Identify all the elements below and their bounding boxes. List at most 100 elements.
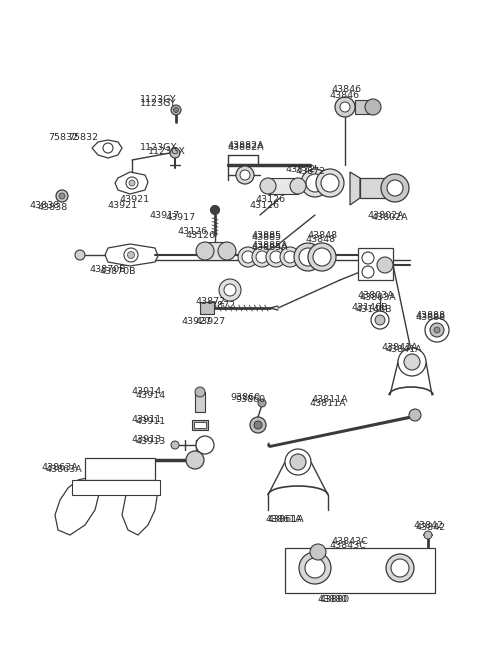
Circle shape [218,242,236,260]
Circle shape [256,251,268,263]
Text: 43802A: 43802A [368,210,405,219]
Bar [205,242,227,260]
Circle shape [430,323,444,337]
Circle shape [240,170,250,180]
Circle shape [124,248,138,262]
Text: 43811A: 43811A [310,398,347,407]
Text: 43843C: 43843C [330,540,367,550]
Circle shape [365,99,381,115]
Text: 43803A: 43803A [360,293,397,303]
Text: 43126: 43126 [178,227,208,236]
Bar [195,392,205,412]
Circle shape [56,190,68,202]
Bar [268,178,298,194]
Text: 43880: 43880 [318,595,348,605]
Text: 43911: 43911 [132,415,162,424]
Text: 1123GY: 1123GY [140,96,177,105]
Text: 75832: 75832 [48,134,78,143]
Text: 43872: 43872 [195,297,225,307]
Circle shape [387,180,403,196]
Circle shape [377,257,393,273]
Text: 43870B: 43870B [100,267,136,276]
Circle shape [285,449,311,475]
Text: 43848: 43848 [308,231,338,240]
Circle shape [335,97,355,117]
Circle shape [59,193,65,199]
Circle shape [371,311,389,329]
Text: 43126: 43126 [185,231,215,240]
Text: 43913: 43913 [135,438,165,447]
Circle shape [310,544,326,560]
Text: 43870B: 43870B [90,265,127,274]
Text: 43848: 43848 [305,236,335,244]
Circle shape [362,266,374,278]
Circle shape [219,279,241,301]
Circle shape [316,169,344,197]
Circle shape [238,247,258,267]
Text: 43888: 43888 [415,314,445,322]
Text: 43914: 43914 [132,388,162,396]
Circle shape [254,421,262,429]
Circle shape [375,315,385,325]
Circle shape [195,387,205,397]
Circle shape [290,178,306,194]
Text: 43843C: 43843C [332,538,369,546]
Circle shape [386,554,414,582]
Circle shape [305,558,325,578]
Text: 43802A: 43802A [372,214,408,223]
Text: 43803A: 43803A [358,291,395,299]
Polygon shape [122,476,158,535]
Circle shape [129,180,135,186]
Bar [72,480,160,495]
Bar [85,458,155,480]
Circle shape [381,174,409,202]
Circle shape [266,247,286,267]
Text: 43838: 43838 [30,200,60,210]
Text: 1123GY: 1123GY [140,100,177,109]
Text: 43921: 43921 [108,200,138,210]
Text: 43863A: 43863A [42,462,79,472]
Circle shape [391,559,409,577]
Text: 43842: 43842 [414,521,444,529]
Circle shape [280,247,300,267]
Circle shape [186,451,204,469]
Circle shape [252,247,272,267]
Circle shape [270,251,282,263]
Text: 43888: 43888 [416,312,446,320]
Text: 43861A: 43861A [268,515,305,525]
Circle shape [306,174,324,192]
Circle shape [425,318,449,342]
Circle shape [103,143,113,153]
Text: 43146B: 43146B [352,303,388,312]
Circle shape [398,348,426,376]
Circle shape [242,251,254,263]
Circle shape [196,242,214,260]
Circle shape [290,454,306,470]
Text: 43872: 43872 [285,166,315,174]
Text: 43885: 43885 [252,233,282,242]
Polygon shape [115,172,148,194]
Text: 43885A: 43885A [252,244,288,252]
Circle shape [409,409,421,421]
Text: 43911: 43911 [135,417,165,426]
Circle shape [224,284,236,296]
Circle shape [340,102,350,112]
Text: 43861A: 43861A [265,515,301,525]
Text: 93860: 93860 [230,392,260,402]
Bar [355,100,373,114]
Text: 43885: 43885 [252,231,282,240]
Circle shape [424,531,432,539]
Circle shape [236,166,254,184]
Text: 43885A: 43885A [252,240,288,250]
Text: 43811A: 43811A [312,396,348,405]
Text: 43846: 43846 [330,90,360,100]
Bar [360,178,395,198]
Text: 43872: 43872 [205,301,235,310]
Circle shape [211,206,219,214]
Polygon shape [105,244,158,266]
Text: 75832: 75832 [68,134,98,143]
Circle shape [173,107,179,113]
Circle shape [321,174,339,192]
Bar [192,420,208,430]
Text: 43921: 43921 [120,195,150,204]
